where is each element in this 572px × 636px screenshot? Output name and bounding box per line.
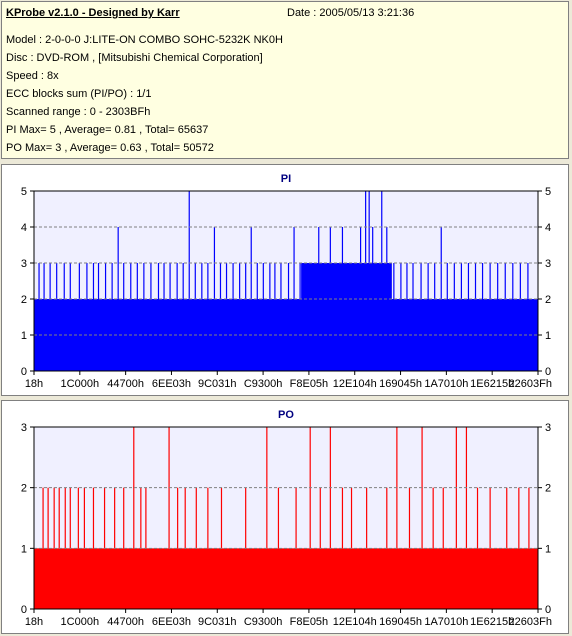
disc-info-panel: KProbe v2.1.0 - Designed by Karr Date : … xyxy=(1,1,569,159)
plot-frame xyxy=(33,426,539,610)
x-tick-label: 1A7010h xyxy=(424,616,468,628)
x-tick-label: 18h xyxy=(25,616,43,628)
plot-frame xyxy=(33,190,539,372)
y-tick-left: 3 xyxy=(21,258,27,270)
x-tick-label: 1C000h xyxy=(61,378,100,390)
x-tick-label: 1E6215h xyxy=(470,616,514,628)
x-tick-label: 22603Fh xyxy=(509,616,552,628)
y-tick-right: 5 xyxy=(545,186,551,198)
x-tick-label: 18h xyxy=(25,378,43,390)
chart-title: PO xyxy=(278,409,294,421)
baseline-bars xyxy=(34,548,538,609)
x-tick-label: 44700h xyxy=(107,616,144,628)
y-tick-right: 4 xyxy=(545,222,551,234)
x-tick-label: F8E05h xyxy=(290,378,329,390)
y-tick-right: 2 xyxy=(545,483,551,495)
y-tick-right: 2 xyxy=(545,294,551,306)
x-tick-label: 1E6215h xyxy=(470,378,514,390)
po-chart: PO 0 0 1 1 2 2 3 3 18h 1C000h 44700h 6EE03h 9C031h C93… xyxy=(21,409,552,628)
y-tick-right: 1 xyxy=(545,330,551,342)
y-tick-left: 2 xyxy=(21,294,27,306)
y-tick-left: 4 xyxy=(21,222,27,234)
y-tick-right: 3 xyxy=(545,422,551,434)
y-tick-left: 3 xyxy=(21,422,27,434)
y-tick-right: 3 xyxy=(545,258,551,270)
x-tick-label: C9300h xyxy=(244,378,283,390)
y-tick-left: 0 xyxy=(21,604,27,616)
pi-chart: PI 0 0 1 1 2 2 3 3 4 4 5 5 18h 1C000h 44700h 6EE03h 9C031… xyxy=(21,173,552,390)
model-line: Model : 2-0-0-0 J:LITE-ON COMBO SOHC-523… xyxy=(6,34,283,46)
y-tick-right: 1 xyxy=(545,543,551,555)
dense-bars xyxy=(301,263,392,299)
y-tick-right: 0 xyxy=(545,604,551,616)
chart-title: PI xyxy=(281,173,291,185)
x-tick-label: F8E05h xyxy=(290,616,329,628)
x-tick-label: 169045h xyxy=(379,378,422,390)
x-tick-label: 9C031h xyxy=(198,378,237,390)
x-tick-label: 9C031h xyxy=(198,616,237,628)
scan-date: Date : 2005/05/13 3:21:36 xyxy=(287,7,415,19)
y-tick-left: 0 xyxy=(21,366,27,378)
disc-line: Disc : DVD-ROM , [Mitsubishi Chemical Co… xyxy=(6,52,263,64)
x-tick-label: 12E104h xyxy=(333,378,377,390)
speed-line: Speed : 8x xyxy=(6,70,59,82)
x-tick-label: 169045h xyxy=(379,616,422,628)
y-tick-left: 1 xyxy=(21,330,27,342)
x-tick-label: 6EE03h xyxy=(152,616,191,628)
x-tick-label: 6EE03h xyxy=(152,378,191,390)
x-tick-label: C9300h xyxy=(244,616,283,628)
po-summary-line: PO Max= 3 , Average= 0.63 , Total= 50572 xyxy=(6,142,214,154)
po-chart-panel: PO 0 0 1 1 2 2 3 3 18h 1C000h 44700h 6EE03h 9C031h C93… xyxy=(1,400,569,634)
x-tick-label: 12E104h xyxy=(333,616,377,628)
x-tick-label: 44700h xyxy=(107,378,144,390)
ecc-line: ECC blocks sum (PI/PO) : 1/1 xyxy=(6,88,152,100)
y-tick-right: 0 xyxy=(545,366,551,378)
app-title: KProbe v2.1.0 - Designed by Karr xyxy=(6,7,180,19)
y-tick-left: 2 xyxy=(21,483,27,495)
x-tick-label: 1A7010h xyxy=(424,378,468,390)
y-tick-left: 5 xyxy=(21,186,27,198)
pi-chart-panel: PI 0 0 1 1 2 2 3 3 4 4 5 5 18h 1C000h 44700h 6EE03h 9C031… xyxy=(1,164,569,396)
pi-summary-line: PI Max= 5 , Average= 0.81 , Total= 65637 xyxy=(6,124,209,136)
x-tick-label: 22603Fh xyxy=(509,378,552,390)
x-tick-label: 1C000h xyxy=(61,616,100,628)
range-line: Scanned range : 0 - 2303BFh xyxy=(6,106,151,118)
y-tick-left: 1 xyxy=(21,543,27,555)
